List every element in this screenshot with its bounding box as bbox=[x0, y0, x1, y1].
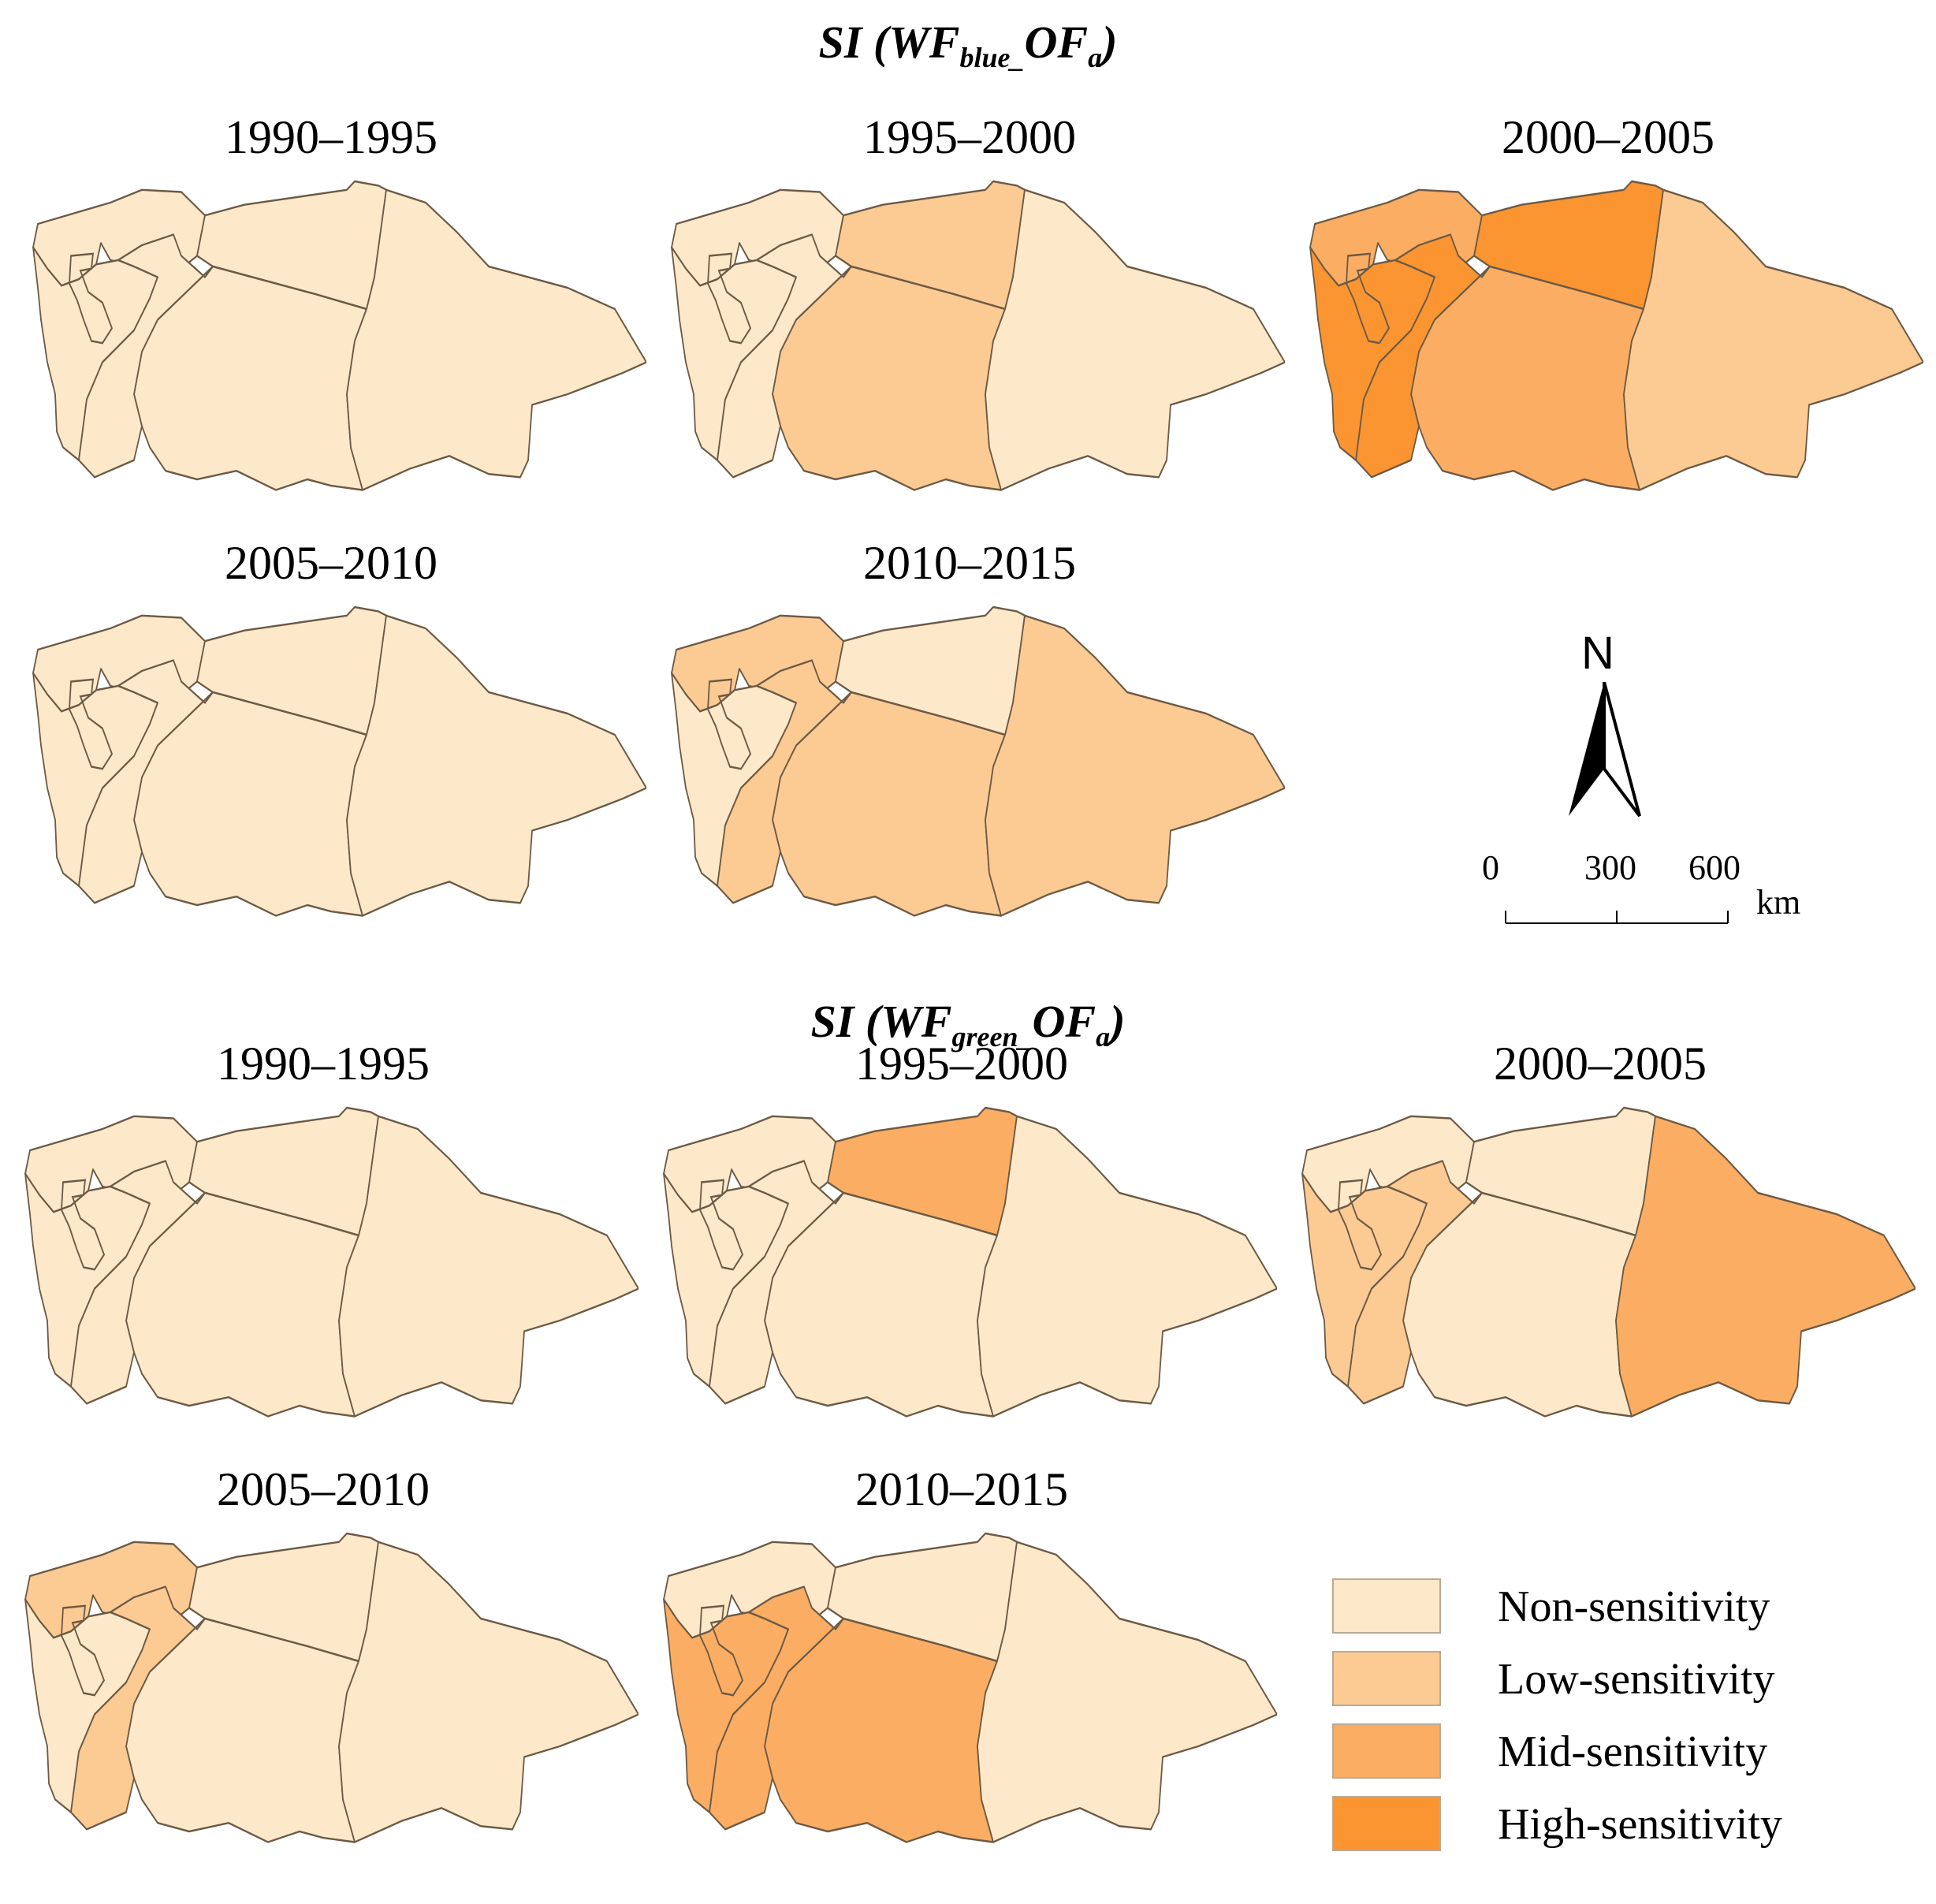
basin-map bbox=[671, 180, 1285, 491]
scale-tick-600: 600 bbox=[1688, 848, 1741, 887]
legend-label-high: High-sensitivity bbox=[1498, 1800, 1782, 1849]
lake-outline bbox=[699, 1604, 744, 1697]
region-south-west bbox=[709, 1160, 844, 1405]
section1-title: SI (WFblue_OFa) bbox=[818, 17, 1118, 73]
legend-item-non: Non-sensitivity bbox=[1332, 1578, 1884, 1641]
map-panel-green-3: 2000–2005 bbox=[1277, 1037, 1923, 1478]
lake-outline bbox=[707, 678, 752, 770]
region-south-west bbox=[78, 659, 214, 904]
scale-tick-0: 0 bbox=[1482, 848, 1499, 887]
region-east bbox=[1623, 188, 1923, 491]
map-panel-green-4: 2005–2010 bbox=[0, 1462, 646, 1904]
north-arrow-icon bbox=[1569, 682, 1641, 818]
lake-outline bbox=[61, 1179, 106, 1271]
legend-item-low: Low-sensitivity bbox=[1332, 1651, 1884, 1714]
region-east bbox=[977, 1115, 1277, 1418]
region-south-west bbox=[709, 1585, 844, 1831]
region-east bbox=[338, 1541, 639, 1843]
panel-period-label: 1995–2000 bbox=[863, 111, 1076, 163]
legend-swatch-low bbox=[1332, 1651, 1441, 1706]
region-east bbox=[985, 188, 1285, 491]
legend-swatch-mid bbox=[1332, 1723, 1441, 1779]
basin-map bbox=[663, 1532, 1277, 1843]
map-panel-blue-4: 2005–2010 bbox=[8, 536, 654, 978]
scale-unit: km bbox=[1756, 883, 1801, 922]
legend-item-high: High-sensitivity bbox=[1332, 1796, 1884, 1859]
north-arrow: N bbox=[1545, 627, 1663, 818]
panel-period-label: 2005–2010 bbox=[225, 537, 437, 589]
region-south-west bbox=[78, 233, 214, 479]
basin-map bbox=[671, 605, 1285, 917]
panel-period-label: 1995–2000 bbox=[855, 1038, 1068, 1090]
panel-period-label: 2005–2010 bbox=[217, 1463, 430, 1515]
region-south-west bbox=[717, 233, 852, 479]
map-panel-blue-2: 1995–2000 bbox=[646, 110, 1293, 552]
scale-tick-300: 300 bbox=[1584, 848, 1636, 887]
legend-swatch-high bbox=[1332, 1796, 1441, 1851]
legend-label-non: Non-sensitivity bbox=[1498, 1582, 1770, 1631]
region-east bbox=[338, 1115, 639, 1418]
basin-map bbox=[24, 1532, 639, 1843]
region-south-west bbox=[1347, 1160, 1483, 1405]
lake-outline bbox=[69, 252, 114, 345]
basin-map bbox=[32, 605, 646, 917]
lake-outline bbox=[699, 1179, 744, 1271]
region-east bbox=[346, 188, 646, 491]
map-panel-blue-5: 2010–2015 bbox=[646, 536, 1293, 978]
scale-bar-line bbox=[1505, 911, 1729, 924]
region-east bbox=[985, 614, 1285, 917]
lake-outline bbox=[69, 678, 114, 770]
legend-item-mid: Mid-sensitivity bbox=[1332, 1723, 1884, 1787]
map-panel-green-1: 1990–1995 bbox=[0, 1037, 646, 1478]
basin-map bbox=[663, 1106, 1277, 1418]
panel-period-label: 1990–1995 bbox=[217, 1038, 430, 1090]
map-panel-blue-3: 2000–2005 bbox=[1285, 110, 1931, 552]
lake-outline bbox=[61, 1604, 106, 1697]
panel-period-label: 2010–2015 bbox=[863, 537, 1076, 589]
scale-bar: 0 300 600 km bbox=[1482, 848, 1845, 934]
lake-outline bbox=[1338, 1179, 1383, 1271]
region-south-west bbox=[70, 1585, 206, 1831]
basin-map bbox=[24, 1106, 639, 1418]
lake-outline bbox=[1346, 252, 1391, 345]
region-east bbox=[1615, 1115, 1916, 1418]
panel-period-label: 1990–1995 bbox=[225, 111, 437, 163]
legend-swatch-non bbox=[1332, 1578, 1441, 1634]
north-label: N bbox=[1581, 628, 1614, 679]
map-panel-green-5: 2010–2015 bbox=[639, 1462, 1285, 1904]
region-east bbox=[346, 614, 646, 917]
map-panel-green-2: 1995–2000 bbox=[639, 1037, 1285, 1478]
region-south-west bbox=[70, 1160, 206, 1405]
panel-period-label: 2010–2015 bbox=[855, 1463, 1068, 1515]
basin-map bbox=[1309, 180, 1923, 491]
panel-period-label: 2000–2005 bbox=[1502, 111, 1714, 163]
region-south-west bbox=[717, 659, 852, 904]
lake-outline bbox=[707, 252, 752, 345]
legend-label-low: Low-sensitivity bbox=[1498, 1655, 1775, 1704]
section2-title: SI (WFgreen_OFa) bbox=[810, 996, 1126, 1053]
basin-map bbox=[1301, 1106, 1916, 1418]
basin-map bbox=[32, 180, 646, 491]
map-panel-blue-1: 1990–1995 bbox=[8, 110, 654, 552]
region-east bbox=[977, 1541, 1277, 1843]
legend-label-mid: Mid-sensitivity bbox=[1498, 1727, 1768, 1776]
panel-period-label: 2000–2005 bbox=[1494, 1038, 1707, 1090]
region-south-west bbox=[1355, 233, 1491, 479]
